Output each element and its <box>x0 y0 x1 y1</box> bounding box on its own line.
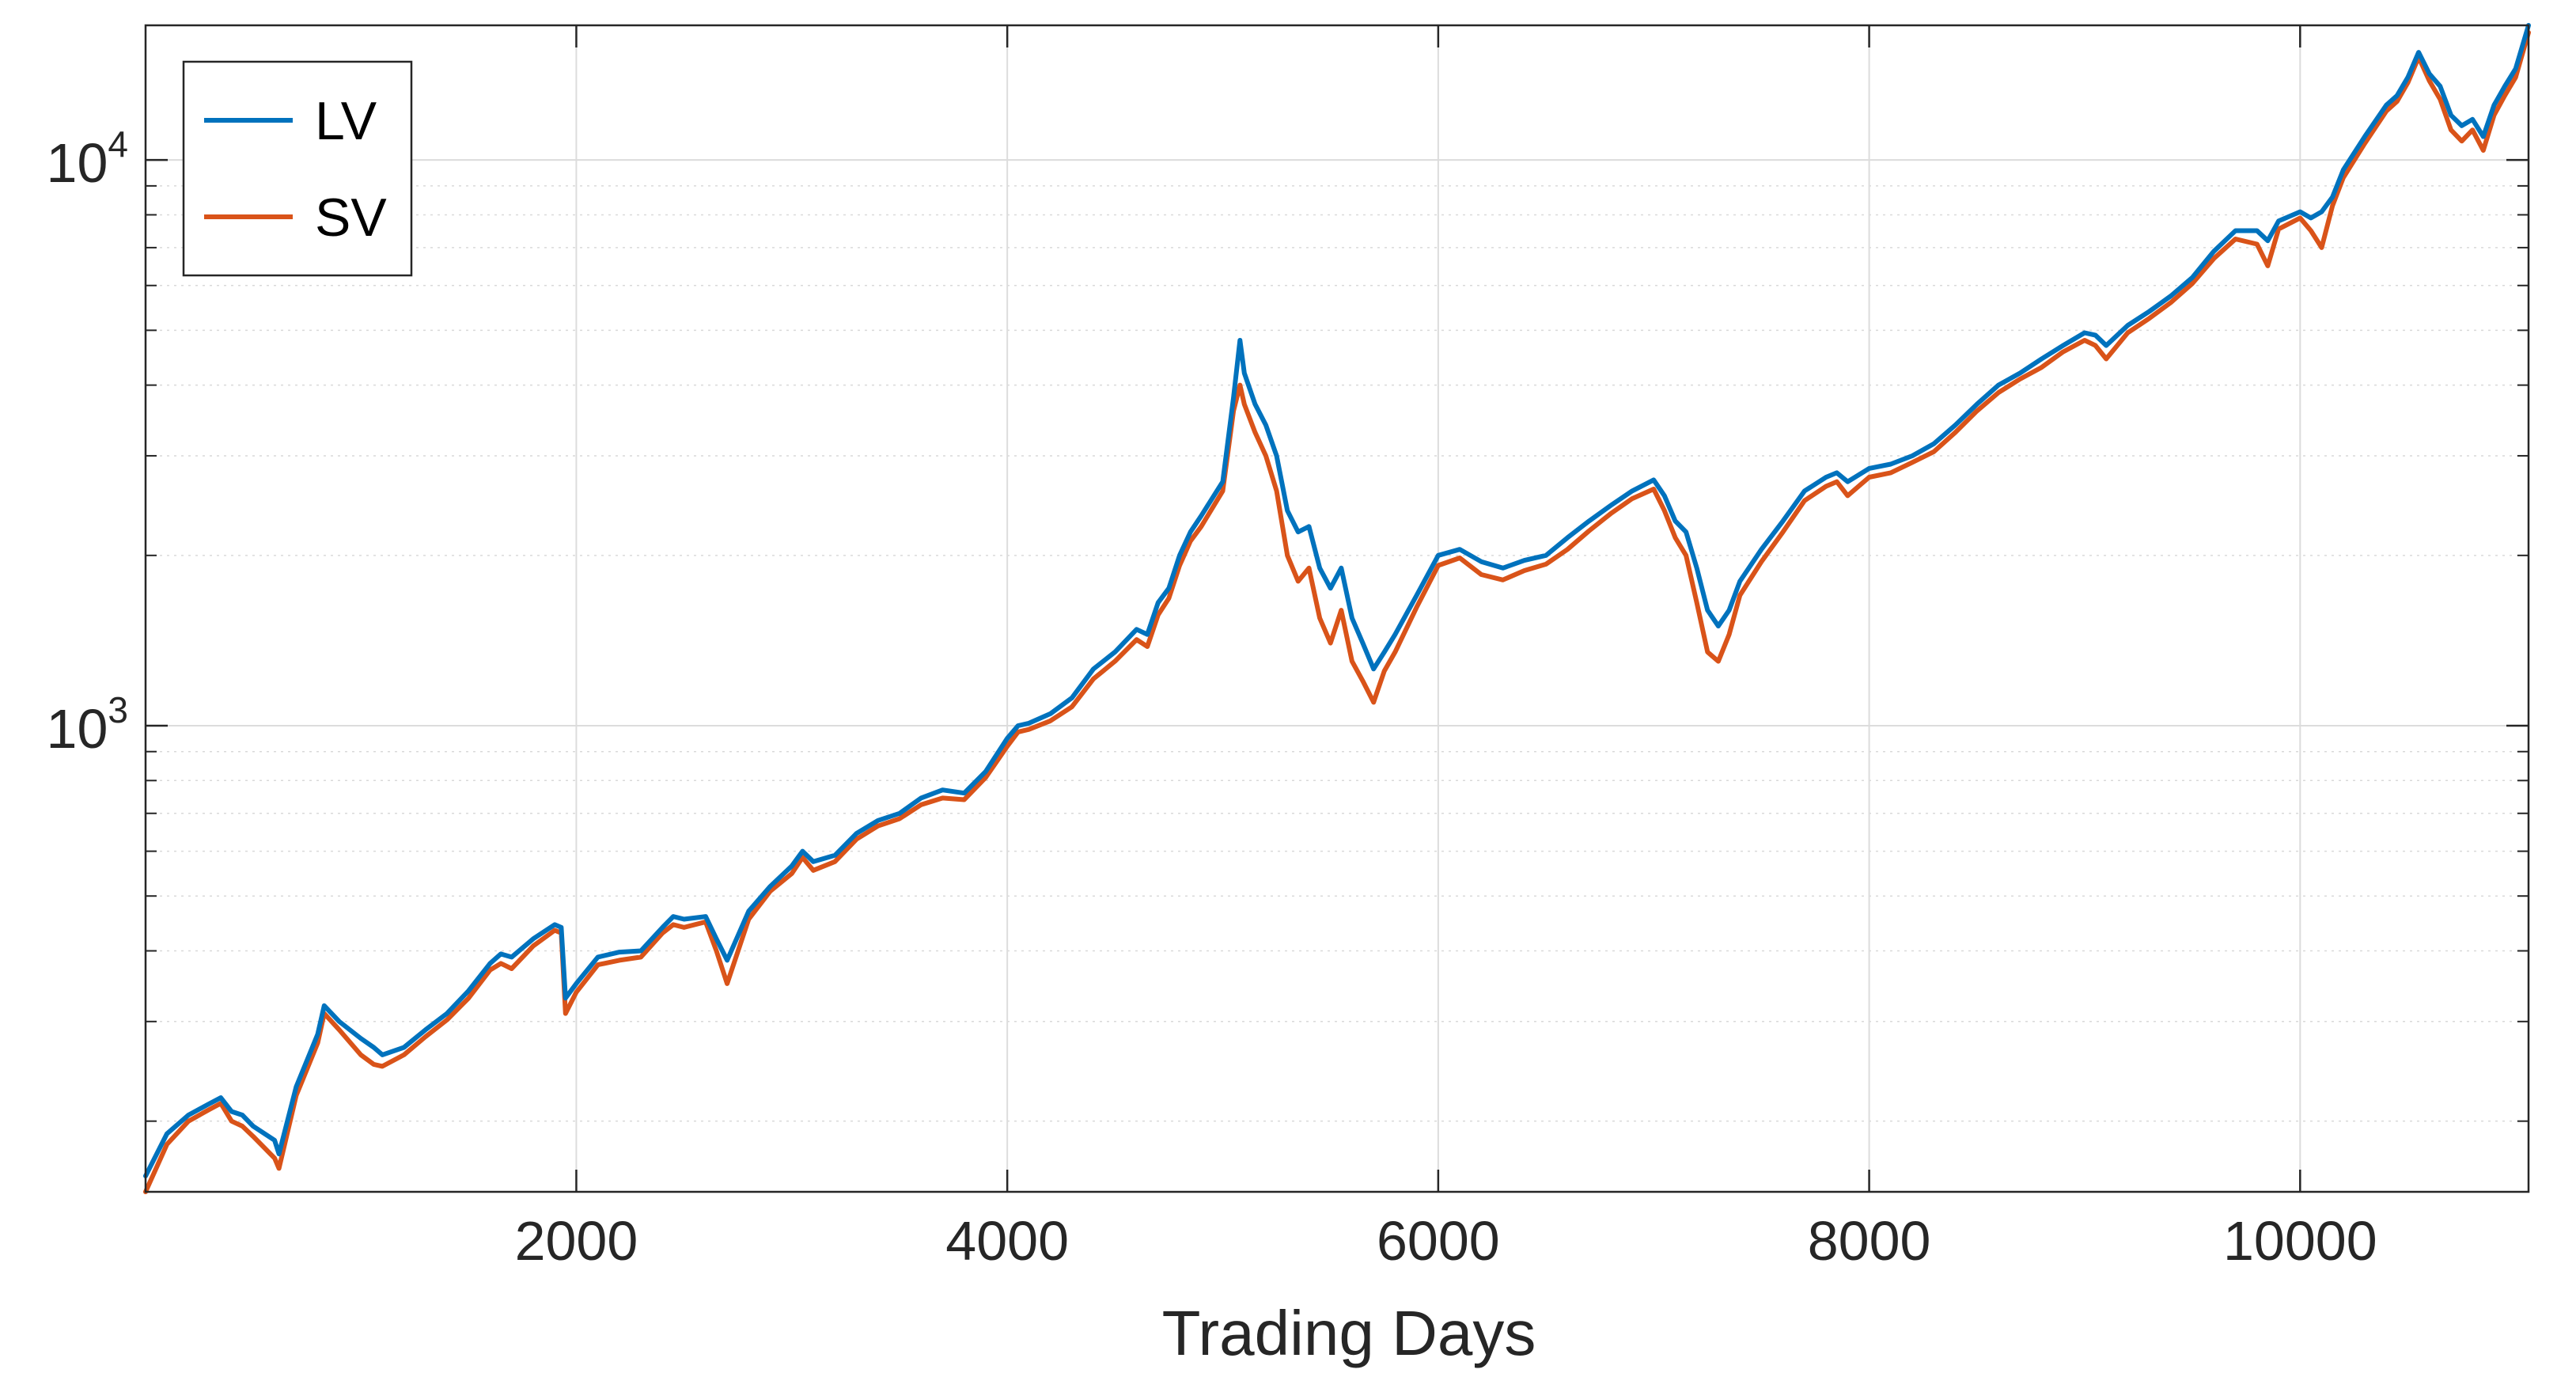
plot-frame <box>144 24 2530 1193</box>
legend-label-sv: SV <box>315 188 387 248</box>
x-tick-label: 10000 <box>2223 1210 2377 1272</box>
x-tick-label: 6000 <box>1377 1210 1500 1272</box>
tick-marks <box>146 25 2529 1192</box>
x-tick-label: 2000 <box>515 1210 638 1272</box>
series-layer <box>143 23 2531 1194</box>
x-tick-label: 8000 <box>1808 1210 1931 1272</box>
x-axis-title: Trading Days <box>1162 1298 1536 1368</box>
legend-box <box>182 60 413 277</box>
series-line-lv <box>143 23 2531 1178</box>
plot-background <box>146 25 2529 1192</box>
y-tick-labels: 103 104 <box>47 123 128 760</box>
legend-label-lv: LV <box>315 91 377 151</box>
y-tick-label: 103 <box>47 689 128 760</box>
x-tick-label: 4000 <box>945 1210 1069 1272</box>
minor-grid <box>146 185 2529 1122</box>
y-tick-label: 104 <box>47 123 128 194</box>
major-grid <box>146 25 2529 1192</box>
legend: LV SV <box>182 60 413 277</box>
x-tick-labels: 2000 4000 6000 8000 10000 <box>515 1210 2377 1272</box>
series-line-sv <box>143 30 2531 1194</box>
